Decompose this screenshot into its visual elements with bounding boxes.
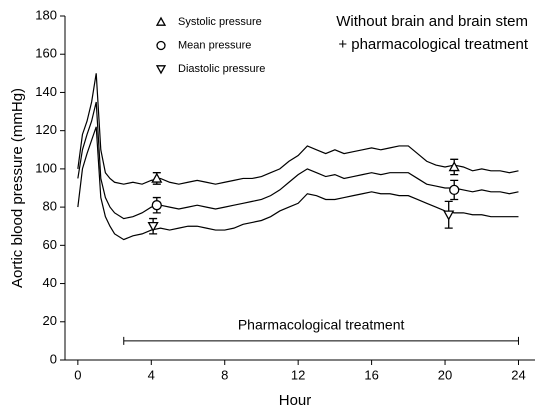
y-tick-label: 0 xyxy=(50,351,57,366)
treatment-bar xyxy=(123,336,519,345)
x-tick-label: 0 xyxy=(74,367,81,382)
y-tick-label: 180 xyxy=(35,7,57,22)
legend-symbol xyxy=(156,40,166,51)
legend-label: Systolic pressure xyxy=(178,16,262,28)
line xyxy=(77,126,519,241)
y-tick-label: 120 xyxy=(35,122,57,137)
marker xyxy=(151,200,162,211)
marker xyxy=(448,161,460,172)
y-tick-label: 40 xyxy=(43,275,57,290)
x-tick-label: 8 xyxy=(221,367,228,382)
x-tick-label: 24 xyxy=(511,367,525,382)
legend-label: Mean pressure xyxy=(178,39,251,51)
legend-label: Diastolic pressure xyxy=(178,63,265,75)
x-tick-label: 20 xyxy=(438,367,452,382)
line xyxy=(77,101,519,220)
legend-symbol xyxy=(155,16,167,26)
marker xyxy=(443,210,455,221)
x-tick-label: 12 xyxy=(291,367,305,382)
y-tick-label: 140 xyxy=(35,84,57,99)
treatment-label: Pharmacological treatment xyxy=(238,317,405,333)
legend-symbol xyxy=(155,65,167,75)
x-tick-label: 16 xyxy=(364,367,378,382)
marker xyxy=(449,184,460,196)
y-tick-label: 20 xyxy=(43,313,57,328)
y-tick-label: 100 xyxy=(35,160,57,175)
annotation: Without brain and brain stem xyxy=(336,13,528,30)
y-tick-label: 160 xyxy=(35,46,57,61)
marker xyxy=(147,221,159,233)
y-axis-label: Aortic blood pressure (mmHg) xyxy=(9,88,26,288)
marker xyxy=(151,172,163,183)
x-tick-label: 4 xyxy=(148,367,155,382)
y-tick-label: 80 xyxy=(43,199,57,214)
x-axis-label: Hour xyxy=(279,392,312,409)
annotation: + pharmacological treatment xyxy=(338,36,529,53)
y-tick-label: 60 xyxy=(43,237,57,252)
line xyxy=(77,73,519,185)
